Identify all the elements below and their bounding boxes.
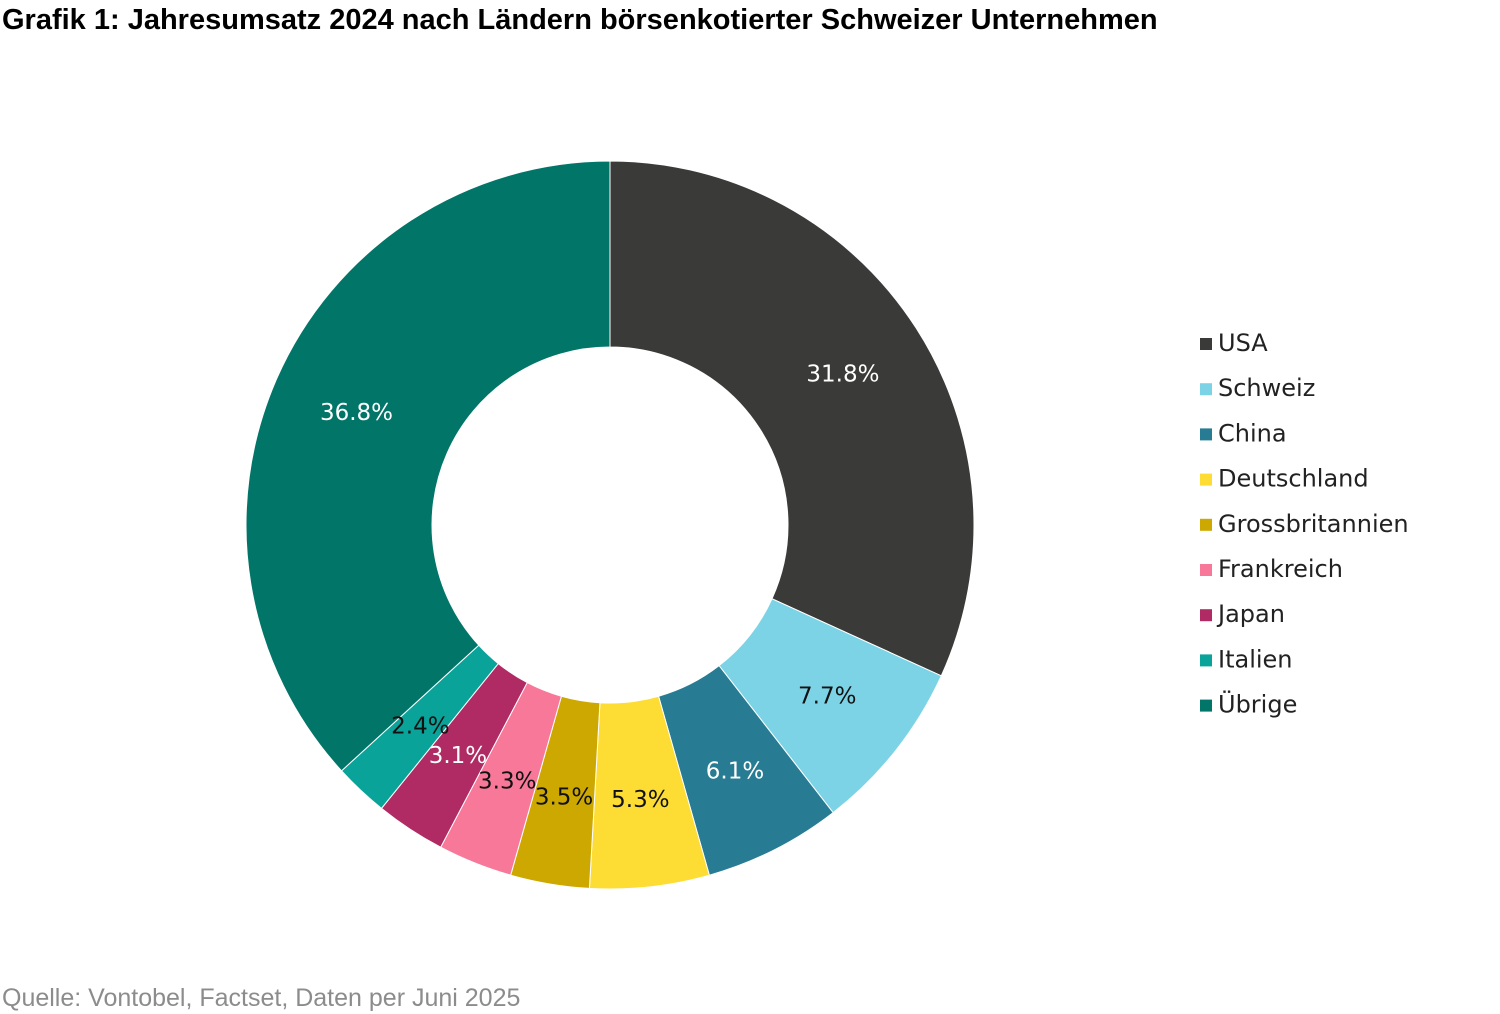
legend-label-frankreich: Frankreich: [1218, 555, 1343, 583]
legend-label-usa: USA: [1218, 329, 1268, 357]
data-label-frankreich: 3.3%: [478, 769, 536, 795]
legend-swatch-japan: [1200, 609, 1212, 622]
data-label-deutschland: 5.3%: [611, 787, 669, 813]
legend: USA Schweiz China Deutschland Grossbritannie…: [1200, 329, 1409, 719]
donut-slices: [245, 160, 975, 890]
chart-title: Grafik 1: Jahresumsatz 2024 nach Ländern…: [2, 4, 1158, 36]
legend-swatch-schweiz: [1200, 383, 1212, 396]
legend-swatch-usa: [1200, 338, 1212, 350]
data-label-uebrige: 36.8%: [320, 400, 393, 426]
source-note: Quelle: Vontobel, Factset, Daten per Jun…: [2, 984, 521, 1012]
legend-label-italien: Italien: [1218, 645, 1293, 673]
legend-label-schweiz: Schweiz: [1218, 374, 1315, 402]
legend-label-japan: Japan: [1216, 600, 1285, 628]
legend-label-china: China: [1218, 419, 1287, 447]
slice-uebrige: [245, 160, 611, 772]
data-label-italien: 2.4%: [391, 713, 449, 739]
legend-swatch-deutschland: [1200, 473, 1212, 486]
data-label-usa: 31.8%: [806, 362, 879, 388]
legend-label-grossbritannien: Grossbritannien: [1218, 510, 1409, 538]
data-label-japan: 3.1%: [429, 743, 487, 769]
data-label-schweiz: 7.7%: [798, 683, 856, 709]
legend-swatch-frankreich: [1200, 564, 1212, 576]
data-label-china: 6.1%: [706, 759, 764, 785]
legend-swatch-italien: [1200, 654, 1212, 667]
legend-swatch-uebrige: [1200, 699, 1212, 712]
legend-label-uebrige: Übrige: [1218, 690, 1297, 719]
legend-label-deutschland: Deutschland: [1218, 465, 1369, 493]
data-label-grossbritannien: 3.5%: [535, 785, 593, 811]
legend-swatch-china: [1200, 428, 1212, 441]
slice-labels: 31.8% 7.7% 6.1% 5.3% 3.5%3.3%3.1% 2.4% 36.8%: [320, 362, 880, 813]
legend-swatch-grossbritannien: [1200, 518, 1212, 531]
slice-usa: [609, 160, 975, 677]
